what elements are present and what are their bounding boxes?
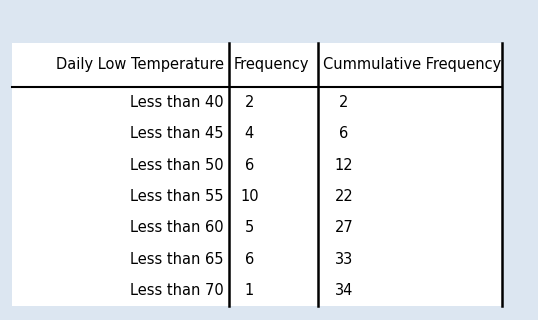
Text: Less than 60: Less than 60	[130, 220, 224, 235]
Text: Cummulative Frequency: Cummulative Frequency	[323, 57, 502, 72]
Text: 27: 27	[335, 220, 353, 235]
Text: 10: 10	[240, 189, 259, 204]
Text: 4: 4	[245, 126, 254, 141]
Text: 2: 2	[339, 95, 349, 110]
Text: 6: 6	[245, 252, 254, 267]
Text: 1: 1	[245, 283, 254, 298]
Text: Frequency: Frequency	[234, 57, 309, 72]
Text: 22: 22	[335, 189, 353, 204]
Text: Less than 70: Less than 70	[130, 283, 224, 298]
Text: 6: 6	[339, 126, 349, 141]
Text: Less than 45: Less than 45	[130, 126, 224, 141]
Text: Less than 40: Less than 40	[130, 95, 224, 110]
Text: 12: 12	[335, 158, 353, 173]
Text: Less than 65: Less than 65	[130, 252, 224, 267]
Text: 33: 33	[335, 252, 353, 267]
Text: 5: 5	[245, 220, 254, 235]
Text: Less than 50: Less than 50	[130, 158, 224, 173]
Text: 2: 2	[245, 95, 254, 110]
Text: 34: 34	[335, 283, 353, 298]
Text: 6: 6	[245, 158, 254, 173]
Text: Less than 55: Less than 55	[130, 189, 224, 204]
Text: Daily Low Temperature: Daily Low Temperature	[56, 57, 224, 72]
